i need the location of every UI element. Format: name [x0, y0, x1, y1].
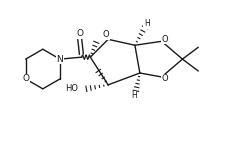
Text: N: N	[56, 55, 63, 64]
Text: O: O	[161, 74, 168, 83]
Text: H: H	[144, 19, 150, 28]
Text: O: O	[76, 29, 83, 38]
Text: H: H	[131, 91, 137, 100]
Text: O: O	[103, 30, 110, 39]
Text: O: O	[22, 74, 29, 83]
Text: O: O	[161, 35, 168, 44]
Text: HO: HO	[66, 84, 78, 93]
